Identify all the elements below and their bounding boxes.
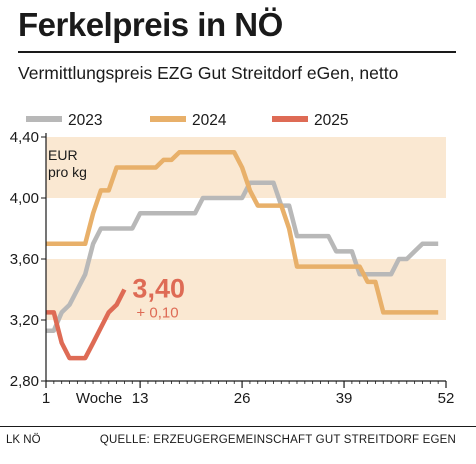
footer-rule: [0, 426, 476, 427]
y-tick-label: 3,20: [10, 312, 39, 329]
chart-axes: 2,80 3,20 3,60 4,00 4,40 1 13 26 39 52 Woche: [10, 129, 455, 407]
x-axis-label: Woche: [76, 390, 122, 407]
x-tick-label: 1: [42, 390, 50, 407]
x-tick-label: 26: [234, 390, 251, 407]
x-tick-label: 52: [438, 390, 455, 407]
x-tick-label: 13: [132, 390, 149, 407]
y-tick-label: 4,00: [10, 190, 39, 207]
series-line-2023: [46, 180, 439, 333]
page-subtitle: Vermittlungspreis EZG Gut Streitdorf eGe…: [18, 63, 399, 83]
unit-label-2: pro kg: [48, 164, 87, 180]
y-tick-label: 4,40: [10, 129, 39, 146]
annotation-change: + 0,10: [136, 305, 178, 322]
chart-annotations: 3,40+ 0,10: [132, 274, 185, 322]
y-tick-label: 2,80: [10, 373, 39, 390]
series-line-2024: [46, 150, 439, 315]
legend-label-2023: 2023: [68, 112, 102, 129]
footer-source: QUELLE: ERZEUGERGEMEINSCHAFT GUT STREITD…: [99, 434, 456, 446]
y-tick-label: 3,60: [10, 251, 39, 268]
chart-series: [46, 150, 439, 361]
page-title: Ferkelpreis in NÖ: [18, 6, 283, 43]
chart-legend: 2023 2024 2025: [26, 112, 348, 129]
line-chart: 2023 2024 2025 2,80 3,20 3,60 4,00 4,40 1 13 26 39…: [10, 112, 455, 407]
footer-credit: LK NÖ: [6, 434, 41, 446]
annotation-value: 3,40: [132, 274, 185, 304]
legend-label-2024: 2024: [192, 112, 227, 129]
series-line-2025: [46, 288, 127, 361]
title-rule: [18, 51, 456, 53]
x-tick-label: 39: [336, 390, 353, 407]
legend-label-2025: 2025: [314, 112, 348, 129]
unit-label: EUR: [48, 147, 78, 163]
